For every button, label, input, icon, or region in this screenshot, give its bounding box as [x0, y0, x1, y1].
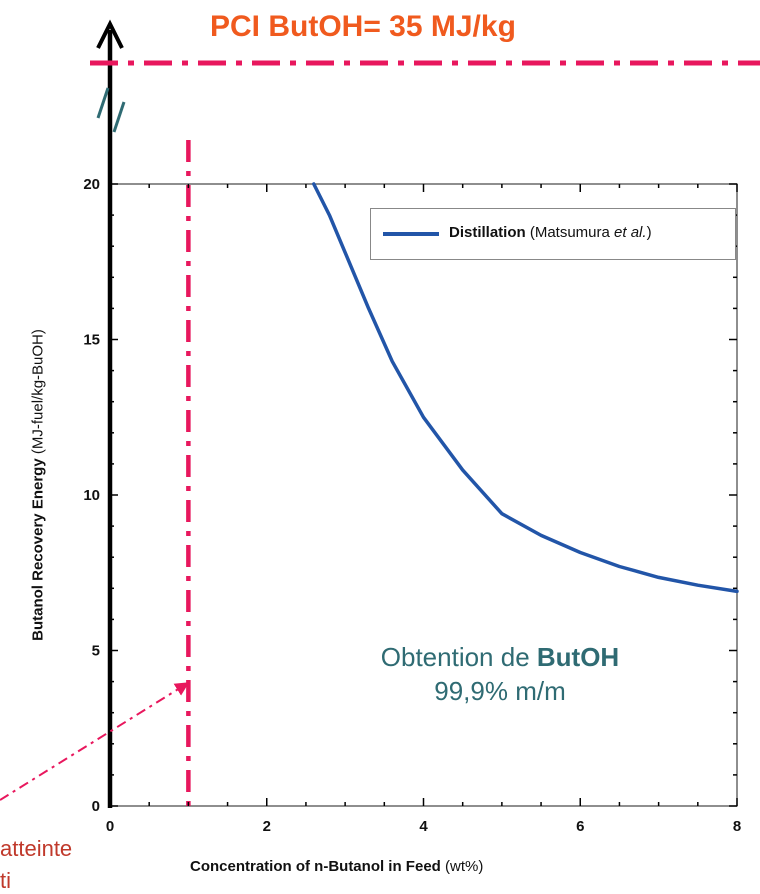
y-tick-label: 0 [92, 798, 100, 815]
x-axis-title: Concentration of n-Butanol in Feed (wt%) [190, 858, 483, 875]
legend-source-prefix: (Matsumura [529, 224, 615, 241]
annotation-line-1: Obtention de ButOH [310, 640, 690, 674]
legend-source-italic: et al. [614, 224, 647, 241]
series-layer [312, 182, 739, 594]
x-axis-label: Concentration of n-Butanol in Feed [190, 858, 441, 875]
annotation-prefix: Obtention de [380, 642, 537, 672]
annotation-bold: ButOH [536, 642, 620, 672]
y-axis-title: Butanol Recovery Energy (MJ-fuel/kg-BuOH… [30, 329, 47, 641]
side-note-line-1: atteinte [0, 836, 73, 861]
y-axis-arrowhead [96, 19, 124, 49]
annotation-text: Obtention de ButOH 99,9% m/m [310, 640, 690, 708]
x-tick-label: 4 [419, 818, 428, 835]
legend-source-suffix: ) [646, 224, 652, 241]
legend-label: Distillation (Matsumura et al.) [449, 224, 652, 241]
x-tick-label: 6 [576, 818, 584, 835]
y-axis-label: Butanol Recovery Energy [29, 458, 47, 641]
legend: Distillation (Matsumura et al.) [370, 208, 736, 260]
axis-ticks [109, 183, 738, 807]
side-note-line-2: ti [0, 868, 11, 893]
series-line-distillation [312, 182, 739, 594]
axis-tick-labels: 0 2 4 6 8 0 5 10 15 20 [83, 176, 741, 835]
x-tick-label: 2 [263, 818, 271, 835]
x-axis-unit: (wt%) [445, 858, 484, 875]
y-tick-label: 10 [83, 487, 100, 504]
side-note-arrow [0, 682, 190, 801]
plot-frame [109, 183, 738, 807]
annotation-line-2: 99,9% m/m [434, 676, 566, 706]
legend-series-name: Distillation [449, 224, 526, 241]
axis-break-mark-2 [112, 101, 126, 133]
y-tick-label: 20 [83, 176, 100, 193]
y-tick-label: 15 [83, 332, 100, 349]
y-axis-unit: (MJ-fuel/kg-BuOH) [29, 329, 47, 455]
x-tick-label: 8 [733, 818, 741, 835]
pci-title: PCI ButOH= 35 MJ/kg [210, 10, 516, 43]
y-tick-label: 5 [92, 643, 100, 660]
axis-break-mark-1 [96, 87, 110, 119]
legend-swatch-distillation [383, 232, 439, 236]
x-tick-label: 0 [106, 818, 114, 835]
